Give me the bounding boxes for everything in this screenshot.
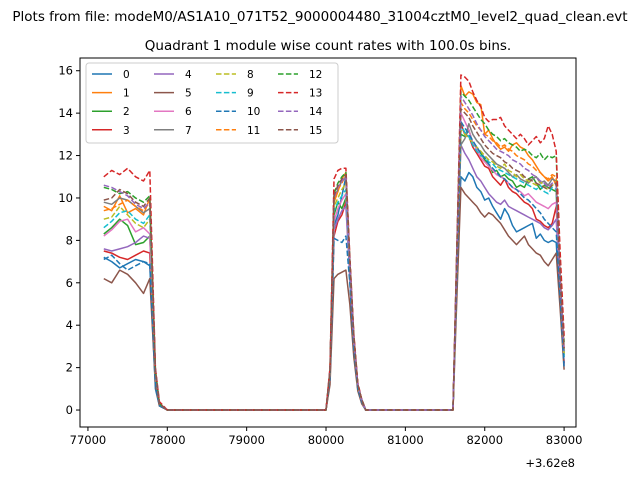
- y-tick-label: 0: [66, 403, 73, 417]
- legend-box: [85, 62, 339, 144]
- legend-label-11: 11: [247, 125, 260, 137]
- legend-label-14: 14: [309, 106, 323, 118]
- legend-label-1: 1: [123, 88, 130, 100]
- y-tick-label: 10: [58, 191, 73, 205]
- legend-label-5: 5: [185, 88, 192, 100]
- y-tick-label: 4: [66, 318, 73, 332]
- x-tick-label: 78000: [149, 433, 186, 447]
- legend-label-9: 9: [247, 88, 254, 100]
- ticks-layer: 77000 78000 79000 80000 81000 82000 83000 0 2 4 6 8…: [58, 64, 582, 447]
- chart-title: Quadrant 1 module wise count rates with …: [145, 38, 511, 54]
- y-tick-label: 16: [58, 64, 73, 78]
- legend-label-10: 10: [247, 106, 260, 118]
- legend-label-6: 6: [185, 106, 192, 118]
- y-tick-label: 6: [66, 276, 73, 290]
- plot-frame: [79, 57, 577, 428]
- x-tick-label: 80000: [308, 433, 345, 447]
- legend-label-4: 4: [185, 69, 192, 81]
- legend-label-13: 13: [309, 88, 322, 100]
- x-tick-label: 77000: [70, 433, 107, 447]
- x-tick-label: 83000: [546, 433, 583, 447]
- legend-label-8: 8: [247, 69, 254, 81]
- series-line-15: [103, 108, 565, 411]
- legend-label-15: 15: [309, 125, 322, 137]
- x-tick-label: 81000: [387, 433, 424, 447]
- x-offset-label: +3.62e8: [525, 456, 575, 470]
- legend-label-0: 0: [123, 69, 130, 81]
- series-line-8: [103, 129, 565, 411]
- legend-label-2: 2: [123, 106, 130, 118]
- x-tick-label: 79000: [228, 433, 265, 447]
- series-line-13: [103, 74, 565, 411]
- y-tick-label: 2: [66, 361, 73, 375]
- figure-suptitle: Plots from file: modeM0/AS1A10_071T52_90…: [12, 9, 627, 25]
- legend-label-7: 7: [185, 125, 192, 137]
- legend-label-12: 12: [309, 69, 322, 81]
- series-line-10: [103, 120, 565, 411]
- y-tick-label: 12: [58, 149, 73, 163]
- x-tick-label: 82000: [466, 433, 503, 447]
- series-layer: [103, 74, 565, 411]
- y-tick-label: 14: [58, 106, 73, 120]
- legend-label-3: 3: [123, 125, 130, 137]
- y-tick-label: 8: [66, 233, 73, 247]
- series-line-9: [103, 125, 565, 411]
